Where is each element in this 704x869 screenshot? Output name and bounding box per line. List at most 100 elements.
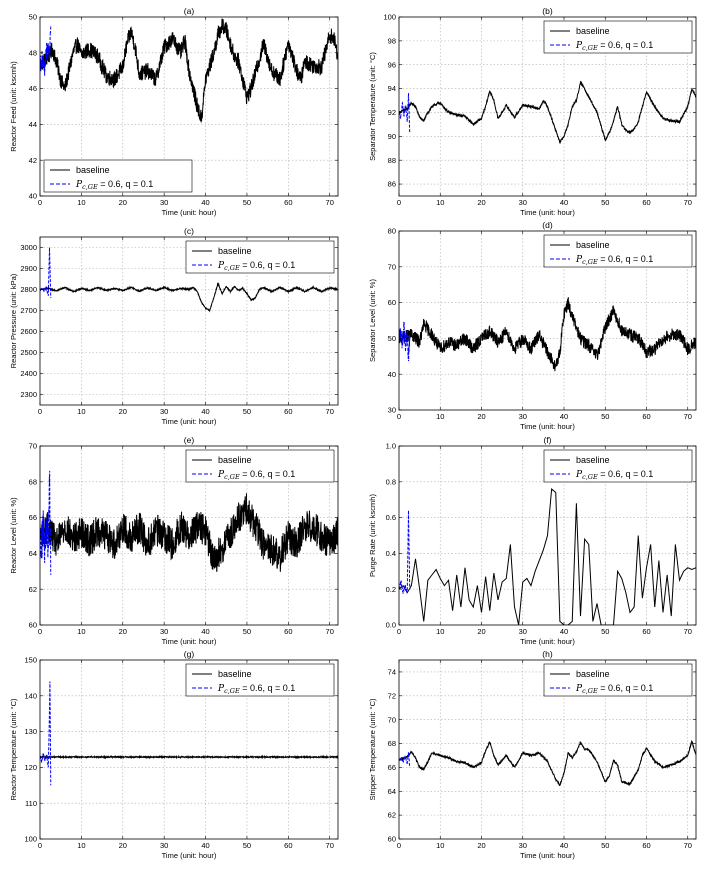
x-axis-label: Time (unit: hour): [162, 851, 217, 860]
axes-frame: [398, 16, 697, 197]
y-tick-label: 0.4: [386, 549, 396, 558]
y-tick-label: 0.8: [386, 477, 396, 486]
y-tick-label: 100: [383, 13, 396, 22]
series-line-baseline: [399, 487, 696, 625]
y-tick-label: 92: [388, 108, 396, 117]
x-tick-label: 10: [436, 198, 444, 207]
y-tick-label: 98: [388, 36, 396, 45]
y-tick-label: 0.0: [386, 621, 396, 630]
y-tick-label: 150: [24, 656, 37, 665]
x-tick-label: 0: [397, 841, 401, 850]
legend-label-pc-ge: Pc,GE = 0.6, q = 0.1: [575, 683, 653, 695]
y-tick-label: 2600: [20, 327, 37, 336]
y-tick-label: 3000: [20, 243, 37, 252]
axes-frame: [39, 445, 339, 626]
y-tick-label: 96: [388, 60, 396, 69]
y-tick-label: 88: [388, 156, 396, 165]
x-tick-label: 0: [38, 627, 42, 636]
x-tick-label: 70: [326, 627, 334, 636]
x-tick-label: 30: [160, 407, 168, 416]
x-axis-label: Time (unit: hour): [520, 637, 575, 646]
x-tick-label: 60: [642, 841, 650, 850]
legend-label-baseline: baseline: [576, 240, 610, 250]
x-tick-label: 30: [519, 412, 527, 421]
axes-frame: [39, 659, 339, 840]
panel-e: 0 10 20 30 40 50 60 70 60 62 64 66 68 70 (e) Time (unit…: [9, 435, 339, 646]
legend-label-pc-ge: Pc,GE = 0.6, q = 0.1: [217, 469, 295, 481]
x-tick-label: 40: [560, 198, 568, 207]
axes-frame: [398, 659, 697, 840]
series-line-baseline: [399, 297, 696, 372]
x-tick-label: 60: [642, 627, 650, 636]
axes-frame: [39, 236, 339, 406]
y-tick-label: 60: [388, 298, 396, 307]
panel-d: 0 10 20 30 40 50 60 70 30 40 50 60 70 80 (d) Time (unit…: [368, 220, 697, 431]
x-tick-label: 10: [436, 841, 444, 850]
legend-box: [185, 663, 335, 697]
x-tick-label: 0: [397, 198, 401, 207]
y-tick-label: 66: [29, 513, 37, 522]
x-tick-label: 0: [397, 627, 401, 636]
y-axis-label: Reactor Feed (unit: kscmh): [9, 61, 18, 152]
legend: baseline Pc,GE = 0.6, q = 0.1: [543, 449, 693, 483]
x-tick-label: 50: [243, 198, 251, 207]
x-axis-label: Time (unit: hour): [520, 851, 575, 860]
x-axis-label: Time (unit: hour): [520, 208, 575, 217]
legend-label-baseline: baseline: [576, 455, 610, 465]
legend: baseline Pc,GE = 0.6, q = 0.1: [543, 663, 693, 697]
y-tick-label: 100: [24, 835, 37, 844]
series-line-baseline: [399, 80, 696, 144]
y-tick-label: 140: [24, 691, 37, 700]
x-tick-label: 50: [243, 407, 251, 416]
x-tick-label: 0: [38, 407, 42, 416]
legend-label-baseline: baseline: [576, 669, 610, 679]
grid: [40, 660, 338, 839]
legend: baseline Pc,GE = 0.6, q = 0.1: [185, 449, 335, 483]
series-line-pc-ge: [399, 752, 411, 768]
series-line-pc-ge: [399, 93, 411, 133]
y-tick-label: 42: [29, 156, 37, 165]
x-tick-label: 50: [601, 627, 609, 636]
y-tick-label: 130: [24, 727, 37, 736]
panel-title: (e): [184, 435, 195, 445]
x-tick-label: 70: [684, 412, 692, 421]
y-tick-label: 64: [29, 549, 37, 558]
x-tick-label: 30: [519, 198, 527, 207]
x-tick-label: 70: [684, 841, 692, 850]
y-tick-label: 40: [29, 192, 37, 201]
x-tick-label: 40: [201, 407, 209, 416]
x-tick-label: 50: [243, 627, 251, 636]
panel-title: (f): [543, 435, 551, 445]
y-tick-label: 70: [29, 442, 37, 451]
y-tick-label: 0.2: [386, 585, 396, 594]
x-tick-label: 10: [77, 198, 85, 207]
x-tick-label: 60: [642, 412, 650, 421]
x-tick-label: 70: [326, 841, 334, 850]
x-tick-label: 40: [201, 627, 209, 636]
axes-frame: [398, 445, 697, 626]
y-tick-label: 60: [29, 621, 37, 630]
panel-title: (h): [542, 649, 553, 659]
y-tick-label: 110: [25, 799, 37, 808]
y-tick-label: 2500: [20, 348, 37, 357]
y-axis-label: Reactor Pressure (unit: kPa): [9, 273, 18, 368]
legend-label-pc-ge: Pc,GE = 0.6, q = 0.1: [575, 469, 653, 481]
x-axis-label: Time (unit: hour): [162, 208, 217, 217]
x-tick-label: 60: [284, 198, 292, 207]
legend-label-baseline: baseline: [218, 455, 252, 465]
y-tick-label: 66: [388, 763, 396, 772]
x-axis-label: Time (unit: hour): [520, 422, 575, 431]
grid: [40, 237, 338, 405]
x-axis-label: Time (unit: hour): [162, 417, 217, 426]
x-tick-label: 30: [160, 198, 168, 207]
y-axis-label: Separator Temperature (unit: °C): [368, 52, 377, 161]
x-tick-label: 40: [560, 841, 568, 850]
x-tick-label: 50: [601, 841, 609, 850]
x-tick-label: 0: [397, 412, 401, 421]
x-tick-label: 20: [119, 407, 127, 416]
y-axis-label: Purge Rate (unit: kscmh): [368, 494, 377, 577]
y-tick-label: 50: [29, 13, 37, 22]
x-tick-label: 60: [284, 627, 292, 636]
axes-frame: [398, 230, 697, 411]
